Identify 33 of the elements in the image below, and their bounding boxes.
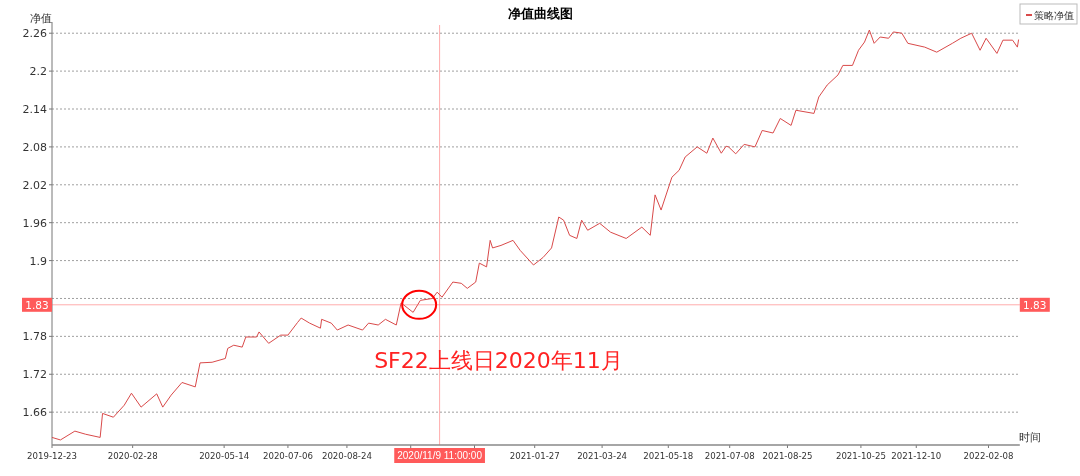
x-tick-label: 2020-08-24: [321, 451, 372, 461]
x-tick-label: 2021-12-10: [891, 451, 942, 461]
y-tick-label: 2.14: [22, 103, 47, 116]
ref-line-label: 2020/11/9 11:00:00: [397, 450, 483, 461]
x-tick-label: 2021-10-25: [835, 451, 886, 461]
line-series: [51, 29, 1020, 441]
x-tick-label: 2021-07-08: [704, 451, 755, 461]
y-axis-title: 净值: [30, 12, 52, 25]
text: 1.83: [1023, 298, 1047, 311]
y-tick-label: 1.66: [22, 406, 47, 420]
x-tick-label: 2020-07-06: [262, 451, 313, 461]
x-tick-label: 2020-02-28: [107, 451, 158, 461]
legend: 策略净值: [1019, 3, 1078, 25]
x-tick-label: 2020-05-14: [199, 451, 250, 461]
y-tick-label: 1.9: [29, 254, 47, 268]
y-tick-label: 2.02: [22, 178, 47, 192]
y-tick-label: 2.26: [22, 27, 47, 41]
y-tick-label: 1.78: [22, 330, 47, 344]
annotation: SF22上线日2020年11月: [374, 347, 623, 373]
y-tick-label: 1.72: [22, 368, 47, 382]
legend-label: 策略净值: [1034, 10, 1074, 21]
y-tick-label: 2.2: [29, 65, 47, 79]
x-tick-label: 2019-12-23: [27, 451, 77, 461]
y-tick-label: 2.08: [22, 140, 47, 154]
ref-line-label: 1.83: [25, 298, 49, 311]
x-axis-title: 时间: [1019, 431, 1041, 444]
chart-title: 净值曲线图: [507, 6, 573, 21]
x-tick-label: 2021-05-18: [643, 451, 694, 461]
x-tick-label: 2021-08-25: [762, 451, 813, 461]
x-tick-label: 2021-01-27: [509, 451, 560, 461]
y-tick-label: 1.96: [22, 216, 47, 230]
x-tick-label: 2022-02-08: [963, 451, 1014, 461]
x-tick-label: 2021-03-24: [577, 451, 628, 461]
